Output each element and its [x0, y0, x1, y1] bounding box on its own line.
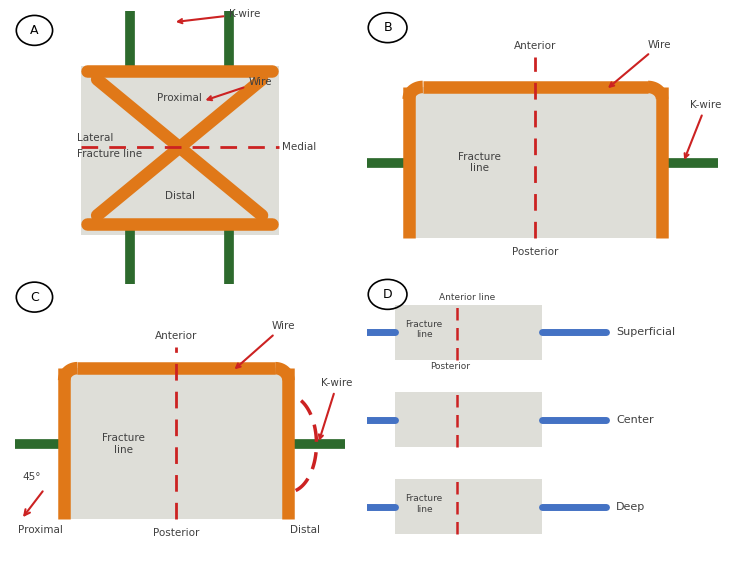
Text: Wire: Wire [610, 40, 671, 87]
Text: Wire: Wire [207, 77, 273, 100]
Text: K-wire: K-wire [319, 378, 353, 439]
Text: Anterior: Anterior [155, 331, 197, 341]
Text: B: B [383, 21, 392, 34]
Text: Posterior: Posterior [512, 247, 559, 257]
Text: Fracture line: Fracture line [78, 149, 142, 159]
Text: A: A [30, 24, 39, 37]
Text: Superficial: Superficial [616, 328, 675, 337]
Text: Posterior: Posterior [430, 362, 470, 371]
Text: Proximal: Proximal [157, 94, 202, 103]
Text: Fracture
line: Fracture line [102, 433, 145, 455]
Bar [394, 305, 542, 359]
Text: Wire: Wire [236, 321, 295, 368]
Text: Fracture
line: Fracture line [405, 320, 443, 340]
Bar [394, 392, 542, 447]
Text: 45°: 45° [23, 472, 41, 482]
Text: Center: Center [616, 414, 654, 425]
Text: Fracture
line: Fracture line [405, 494, 443, 514]
Bar [81, 66, 279, 235]
Text: Anterior: Anterior [514, 41, 556, 50]
Text: K-wire: K-wire [685, 100, 721, 158]
Text: Distal: Distal [165, 192, 194, 201]
Text: K-wire: K-wire [178, 9, 260, 23]
Bar [65, 368, 289, 519]
Bar [409, 87, 662, 238]
Text: Deep: Deep [616, 502, 646, 511]
Text: C: C [30, 291, 39, 303]
Text: Anterior line: Anterior line [439, 293, 496, 302]
Bar [394, 480, 542, 534]
Text: Distal: Distal [290, 526, 320, 535]
Text: D: D [383, 288, 392, 301]
Text: Proximal: Proximal [18, 526, 63, 535]
Text: Fracture
line: Fracture line [457, 152, 501, 174]
Text: Posterior: Posterior [153, 528, 199, 539]
Text: Medial: Medial [282, 142, 316, 153]
Text: Lateral: Lateral [78, 133, 114, 143]
